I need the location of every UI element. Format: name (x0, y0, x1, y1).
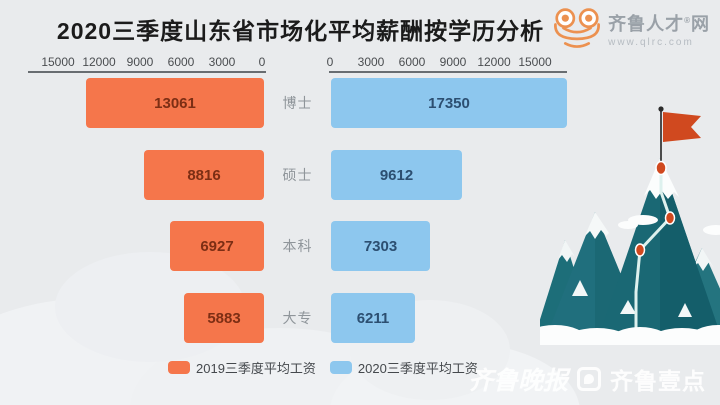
bar-2020-硕士: 9612 (331, 150, 462, 200)
bar-2020-大专: 6211 (331, 293, 415, 343)
bar-2019-本科: 6927 (170, 221, 264, 271)
legend-swatch-2020 (329, 361, 352, 374)
right-axis-tick: 0 (326, 55, 334, 69)
logo-brand-text: 齐鲁人才®网 (608, 14, 710, 35)
registered-mark: ® (684, 16, 691, 26)
legend-label-2019: 2019三季度平均工资 (196, 361, 316, 376)
qilu-evening-news-watermark: 齐鲁晚报 (467, 366, 568, 395)
right-axis-tick: 9000 (439, 55, 467, 69)
left-axis-line (28, 71, 266, 73)
left-axis-tick: 6000 (167, 55, 195, 69)
right-axis-tick: 3000 (357, 55, 385, 69)
legend-swatch-2019 (168, 361, 190, 374)
left-axis-tick: 3000 (208, 55, 236, 69)
bar-2019-硕士: 8816 (144, 150, 264, 200)
qlrc-logo: 齐鲁人才®网 www.qlrc.com (550, 6, 710, 57)
qilu-yidian-logo-icon (577, 367, 601, 391)
bar-2020-博士: 17350 (331, 78, 567, 128)
logo-url-text: www.qlrc.com (608, 36, 694, 48)
right-axis-tick: 6000 (398, 55, 426, 69)
page-title: 2020三季度山东省市场化平均薪酬按学历分析 (56, 18, 545, 44)
bar-2019-大专: 5883 (184, 293, 264, 343)
legend-item-2019: 2019三季度平均工资 (168, 358, 316, 377)
right-axis-tick: 15000 (518, 55, 552, 69)
bar-2019-博士: 13061 (86, 78, 264, 128)
bar-2020-本科: 7303 (331, 221, 430, 271)
flag-icon (663, 112, 701, 142)
category-label-本科: 本科 (282, 238, 313, 254)
left-axis-tick: 0 (258, 55, 266, 69)
mountain-summit-illustration (523, 100, 720, 360)
category-label-硕士: 硕士 (282, 167, 313, 183)
left-axis-tick: 15000 (41, 55, 75, 69)
left-axis-tick: 9000 (126, 55, 154, 69)
legend-item-2020: 2020三季度平均工资 (329, 358, 478, 377)
qilu-yidian-watermark: 齐鲁壹点 (610, 368, 706, 394)
legend-label-2020: 2020三季度平均工资 (357, 361, 478, 376)
left-axis-tick: 12000 (82, 55, 116, 69)
chart-legend: 2019三季度平均工资 2020三季度平均工资 (168, 358, 478, 377)
right-axis-tick: 12000 (477, 55, 511, 69)
category-label-大专: 大专 (282, 310, 313, 326)
media-watermark: 齐鲁晚报 齐鲁壹点 (468, 361, 706, 397)
frog-icon (550, 6, 604, 57)
category-label-博士: 博士 (282, 95, 313, 111)
right-axis-line (329, 71, 567, 73)
